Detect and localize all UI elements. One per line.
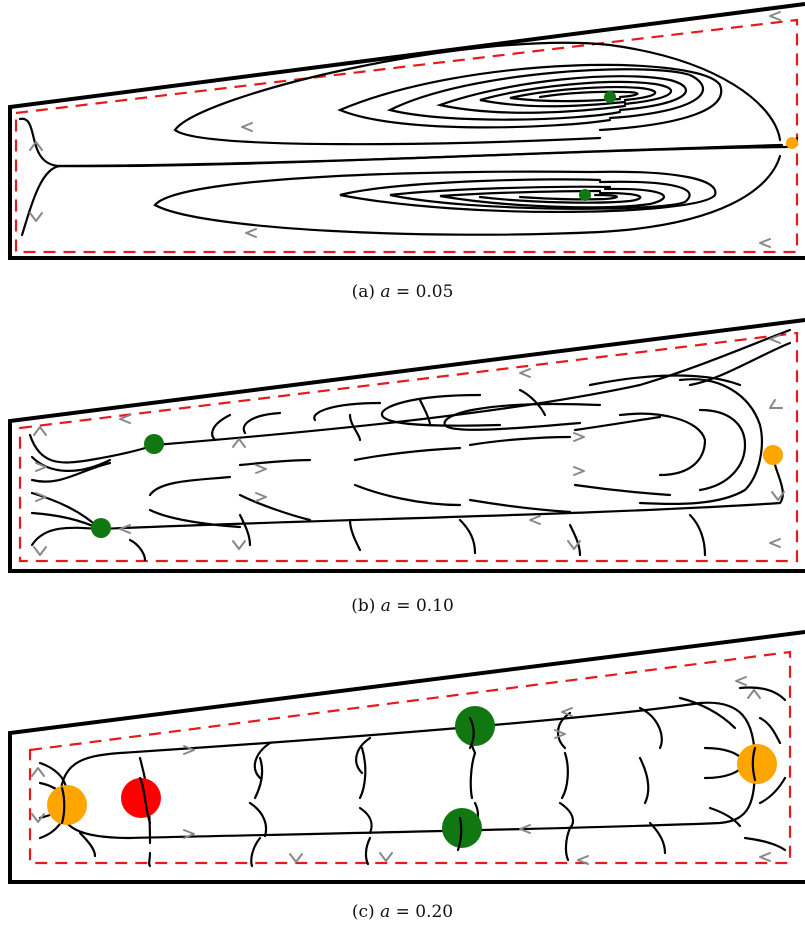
panel-b <box>0 315 805 580</box>
phase-portrait-b <box>8 318 805 573</box>
stable-node-lower <box>91 518 111 538</box>
saddle-node-right <box>737 744 777 784</box>
caption-c-var: a <box>380 902 391 922</box>
saddle-node-right <box>763 445 783 465</box>
phase-portrait-a <box>8 2 805 260</box>
streamlines-over-nodes <box>60 716 757 852</box>
direction-arrows <box>33 334 785 556</box>
caption-a-suffix: = 0.05 <box>390 282 454 302</box>
saddle-node-left <box>47 785 87 825</box>
caption-c-suffix: = 0.20 <box>390 902 454 922</box>
phase-portrait-c <box>8 630 805 884</box>
caption-c: (c) a = 0.20 <box>0 902 805 922</box>
saddle-node-right <box>786 137 798 149</box>
direction-arrows <box>29 11 781 248</box>
caption-a: (a) a = 0.05 <box>0 282 805 302</box>
streamlines <box>18 41 799 237</box>
domain-boundary <box>8 2 805 260</box>
caption-b-suffix: = 0.10 <box>390 596 454 616</box>
caption-b: (b) a = 0.10 <box>0 596 805 616</box>
caption-a-var: a <box>380 282 391 302</box>
unstable-node <box>121 778 161 818</box>
caption-a-prefix: (a) <box>351 282 381 302</box>
dashed-region-boundary <box>14 18 799 254</box>
panel-c <box>0 628 805 888</box>
caption-b-var: a <box>380 596 391 616</box>
stable-node-upper <box>604 91 616 103</box>
stable-node-lower <box>579 189 591 201</box>
dashed-region-boundary <box>18 331 799 563</box>
panel-a <box>0 0 805 265</box>
domain-boundary <box>8 318 805 573</box>
domain-boundary <box>8 630 805 884</box>
dashed-region-boundary <box>28 650 792 865</box>
stable-node-upper <box>144 434 164 454</box>
direction-arrows <box>31 676 771 865</box>
streamlines <box>28 328 792 562</box>
caption-c-prefix: (c) <box>351 902 381 922</box>
stable-node-upper <box>455 706 495 746</box>
caption-b-prefix: (b) <box>351 596 381 616</box>
